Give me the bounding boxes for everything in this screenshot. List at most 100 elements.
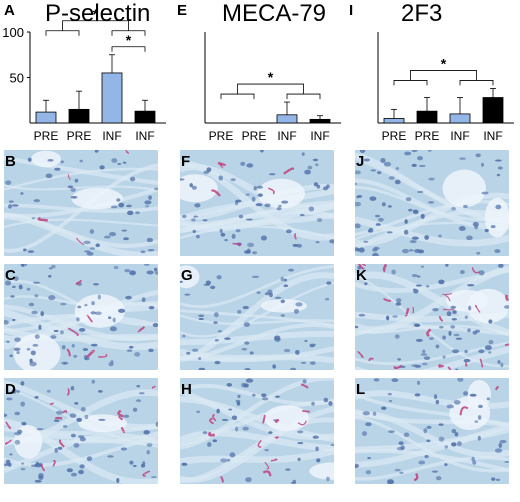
cell-nucleus (458, 225, 466, 231)
category-label: INF (450, 129, 469, 143)
cell-nucleus (61, 361, 69, 365)
cell-nucleus (5, 180, 12, 185)
tissue-fiber (180, 212, 334, 234)
cell-nucleus (228, 408, 233, 411)
cell-nucleus (108, 231, 117, 237)
cell-nucleus (420, 265, 424, 268)
stain-mark (270, 458, 278, 462)
stain-mark (212, 413, 217, 422)
cell-nucleus (412, 209, 419, 213)
cell-nucleus (70, 187, 76, 192)
cell-nucleus (418, 460, 426, 465)
cell-nucleus (116, 478, 120, 483)
cell-nucleus (399, 471, 404, 474)
cell-nucleus (82, 348, 89, 351)
cell-nucleus (453, 400, 461, 405)
cell-nucleus (76, 317, 80, 322)
cell-nucleus (230, 178, 236, 182)
cell-nucleus (498, 264, 504, 268)
cell-nucleus (444, 463, 448, 466)
cell-nucleus (226, 383, 233, 387)
cell-nucleus (120, 447, 128, 451)
cell-nucleus (311, 401, 315, 406)
cell-nucleus (438, 423, 444, 426)
cell-nucleus (8, 204, 12, 209)
cell-nucleus (355, 463, 360, 469)
cell-nucleus (4, 463, 10, 466)
micrograph-k (355, 264, 509, 370)
cell-nucleus (466, 235, 473, 241)
stain-mark (67, 327, 79, 336)
cell-nucleus (283, 284, 289, 288)
cell-nucleus (47, 159, 54, 162)
cell-nucleus (309, 344, 315, 348)
micrograph-svg (355, 264, 509, 370)
cell-nucleus (428, 177, 435, 181)
significance-bracket (220, 83, 321, 100)
cell-nucleus (431, 470, 439, 473)
cell-nucleus (138, 392, 145, 395)
cell-nucleus (117, 308, 126, 313)
bar-chart-p-selectin: 50 100 PRE PRE INF INF * * (2, 6, 166, 143)
cell-nucleus (394, 468, 401, 472)
cell-nucleus (428, 337, 434, 340)
cell-nucleus (427, 150, 432, 152)
cell-nucleus (387, 479, 395, 484)
cell-nucleus (417, 155, 423, 161)
cell-nucleus (95, 243, 100, 248)
bar (416, 110, 438, 124)
cell-nucleus (246, 218, 253, 221)
cell-nucleus (455, 368, 459, 370)
cell-nucleus (395, 302, 402, 306)
stain-mark (67, 174, 71, 180)
cell-nucleus (132, 464, 137, 468)
stain-mark (5, 421, 11, 430)
cell-nucleus (463, 391, 469, 396)
micrograph-svg (180, 264, 334, 370)
tissue-fiber (355, 411, 509, 458)
tissue-lumen (74, 294, 125, 328)
cell-nucleus (193, 215, 199, 218)
cell-nucleus (472, 330, 478, 335)
tissue-fiber (4, 433, 158, 473)
cell-nucleus (123, 414, 130, 418)
stain-mark (54, 416, 63, 420)
cell-nucleus (145, 205, 149, 208)
cell-nucleus (221, 418, 229, 422)
cell-nucleus (408, 249, 414, 252)
cell-nucleus (243, 383, 249, 388)
cell-nucleus (32, 343, 39, 347)
cell-nucleus (392, 315, 398, 318)
cell-nucleus (381, 202, 386, 207)
cell-nucleus (497, 360, 501, 364)
tissue-fiber (355, 274, 509, 368)
micrograph-c (4, 264, 158, 370)
cell-nucleus (202, 431, 208, 435)
cell-nucleus (496, 173, 501, 177)
stain-mark (471, 267, 480, 274)
cell-nucleus (196, 234, 200, 239)
cell-nucleus (198, 367, 206, 370)
stain-mark (383, 297, 391, 302)
cell-nucleus (16, 390, 20, 393)
cell-nucleus (79, 437, 86, 442)
cell-nucleus (363, 158, 371, 162)
cell-nucleus (98, 418, 106, 421)
cell-nucleus (418, 249, 425, 254)
cell-nucleus (285, 229, 292, 234)
cell-nucleus (91, 301, 95, 306)
cell-nucleus (154, 267, 158, 272)
y-tick-label: 50 (10, 71, 24, 86)
cell-nucleus (397, 358, 401, 361)
cell-nucleus (387, 430, 395, 434)
cell-nucleus (242, 305, 249, 310)
cell-nucleus (38, 472, 44, 478)
cell-nucleus (67, 185, 74, 189)
category-label: PRE (67, 129, 92, 143)
cell-nucleus (422, 349, 426, 354)
cell-nucleus (315, 446, 319, 452)
cell-nucleus (467, 328, 471, 333)
tissue-fiber (355, 390, 509, 410)
cell-nucleus (21, 462, 25, 465)
cell-nucleus (425, 285, 430, 288)
